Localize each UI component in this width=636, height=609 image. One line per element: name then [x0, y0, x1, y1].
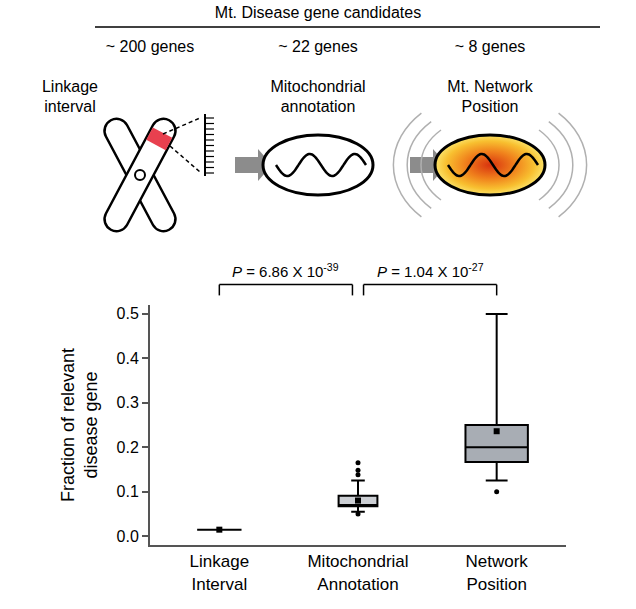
svg-text:Mt. Network: Mt. Network — [447, 78, 533, 95]
svg-text:0.1: 0.1 — [117, 483, 139, 500]
svg-text:MitochondrialAnnotation: MitochondrialAnnotation — [307, 552, 408, 593]
svg-text:0.5: 0.5 — [117, 305, 139, 322]
svg-text:0.4: 0.4 — [117, 350, 139, 367]
svg-text:0.2: 0.2 — [117, 439, 139, 456]
svg-text:P = 6.86 X 10​-39​: P = 6.86 X 10​-39​ — [232, 261, 339, 280]
svg-text:Position: Position — [462, 98, 519, 115]
svg-text:Linkage: Linkage — [42, 78, 98, 95]
svg-text:P = 1.04 X 10​-27​: P = 1.04 X 10​-27​ — [377, 261, 484, 280]
svg-text:Mitochondrial: Mitochondrial — [270, 78, 365, 95]
svg-text:~ 200 genes: ~ 200 genes — [106, 38, 195, 55]
svg-text:interval: interval — [44, 98, 96, 115]
svg-text:NetworkPosition: NetworkPosition — [465, 552, 528, 593]
svg-text:Fraction of relevantdisease ge: Fraction of relevantdisease gene — [58, 348, 101, 502]
svg-text:Mt. Disease gene candidates: Mt. Disease gene candidates — [215, 4, 421, 21]
svg-text:0.3: 0.3 — [117, 394, 139, 411]
svg-text:annotation: annotation — [281, 98, 356, 115]
svg-text:0.0: 0.0 — [117, 528, 139, 545]
svg-text:LinkageInterval: LinkageInterval — [190, 552, 250, 593]
svg-text:~ 8 genes: ~ 8 genes — [455, 38, 526, 55]
svg-text:~ 22 genes: ~ 22 genes — [278, 38, 358, 55]
